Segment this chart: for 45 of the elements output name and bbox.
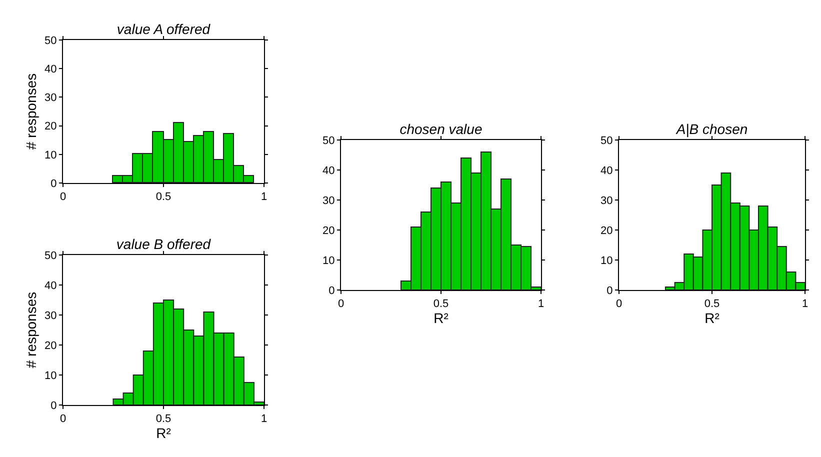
y-tick-label: 10 (322, 254, 335, 267)
x-tick-label: 0.5 (156, 413, 172, 426)
y-tick-label: 20 (322, 224, 335, 237)
x-tick-label: 0.5 (704, 298, 720, 310)
chart-title: A|B chosen (675, 121, 748, 138)
y-tick-label: 20 (44, 120, 57, 133)
y-tick-label: 40 (600, 164, 613, 177)
x-tick-label: 0 (616, 298, 622, 310)
x-tick-label: 1 (260, 413, 268, 426)
y-tick-label: 40 (44, 280, 57, 292)
x-tick-label: 1 (260, 191, 268, 204)
x-tick-label: 1 (802, 298, 808, 310)
y-tick-label: 10 (600, 254, 613, 267)
y-tick-label: 40 (44, 63, 57, 76)
chart-title: value A offered (116, 21, 212, 37)
y-tick-label: 0 (328, 284, 335, 297)
y-axis-title: # responses (23, 73, 40, 150)
y-axis-title: # responses (23, 292, 40, 368)
x-axis-title: R² (156, 425, 172, 442)
y-tick-label: 50 (44, 250, 57, 262)
x-tick-label: 1 (538, 298, 544, 310)
x-tick-label: 0 (60, 191, 66, 204)
y-tick-label: 50 (322, 134, 335, 147)
x-tick-label: 0 (338, 298, 344, 310)
y-tick-label: 10 (44, 149, 57, 162)
y-tick-label: 30 (44, 310, 57, 322)
x-tick-label: 0 (60, 413, 66, 426)
y-tick-label: 20 (600, 224, 613, 237)
y-tick-label: 50 (600, 134, 613, 147)
y-tick-label: 30 (322, 194, 335, 207)
x-axis-title: R² (704, 310, 720, 326)
chart-title: chosen value (400, 121, 482, 137)
y-tick-label: 30 (44, 92, 57, 104)
x-axis-title: R² (434, 310, 449, 326)
chart-title: value B offered (116, 236, 212, 252)
y-tick-label: 50 (44, 34, 57, 47)
y-tick-label: 0 (606, 284, 613, 297)
y-tick-label: 30 (600, 194, 613, 207)
y-tick-label: 20 (44, 340, 57, 352)
y-tick-label: 10 (44, 370, 57, 382)
x-tick-label: 0.5 (433, 298, 449, 310)
x-tick-label: 0.5 (156, 191, 172, 204)
y-tick-label: 0 (50, 178, 57, 190)
y-tick-label: 0 (50, 400, 57, 412)
y-tick-label: 40 (322, 164, 335, 177)
